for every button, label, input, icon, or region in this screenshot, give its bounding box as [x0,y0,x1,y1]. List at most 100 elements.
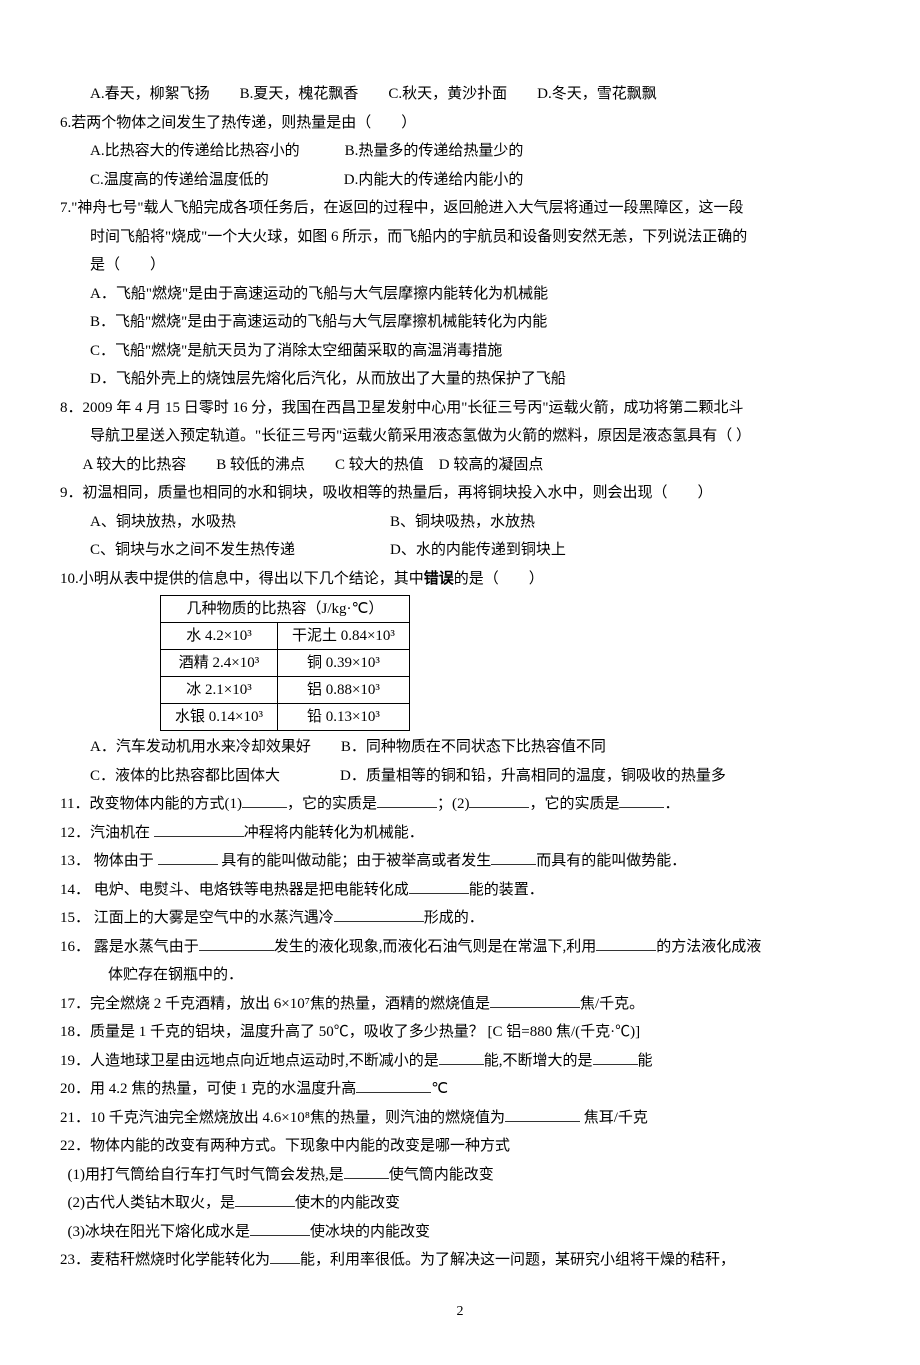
q7-opt-b: B．飞船"燃烧"是由于高速运动的飞船与大气层摩擦机械能转化为内能 [60,308,860,337]
q22-c-blank[interactable] [250,1219,310,1236]
table-r4c1: 水银 0.14×10³ [161,704,278,731]
q22-a: (1)用打气筒给自行车打气时气筒会发热,是使气筒内能改变 [60,1161,860,1190]
q17-blank[interactable] [490,991,580,1008]
q22-b-post: 使木的内能改变 [295,1195,400,1211]
table-r1c1: 水 4.2×10³ [161,623,278,650]
q19-blank2[interactable] [593,1048,638,1065]
q11: 11．改变物体内能的方式(1)，它的实质是；(2)，它的实质是． [60,790,860,819]
q21: 21．10 千克汽油完全燃烧放出 4.6×10⁸焦的热量，则汽油的燃烧值为 焦耳… [60,1104,860,1133]
q21-blank[interactable] [505,1105,580,1122]
q23-blank[interactable] [270,1248,300,1265]
q20-pre: 20．用 4.2 焦的热量，可使 1 克的水温度升高 [60,1081,356,1097]
q23-pre: 23．麦秸秆燃烧时化学能转化为 [60,1252,270,1268]
q19: 19．人造地球卫星由远地点向近地点运动时,不断减小的是能,不断增大的是能 [60,1047,860,1076]
table-r3c1: 冰 2.1×10³ [161,677,278,704]
q6-opt-c: C.温度高的传递给温度低的 [90,172,269,188]
q15-blank[interactable] [334,906,424,923]
q5-opt-d: D.冬天，雪花飘飘 [537,86,657,102]
q19-blank1[interactable] [439,1048,484,1065]
q7-opt-c: C．飞船"燃烧"是航天员为了消除太空细菌采取的高温消毒措施 [60,337,860,366]
q16-mid1: 发生的液化现象,而液化石油气则是在常温下,利用 [274,939,597,955]
table-r2c1: 酒精 2.4×10³ [161,650,278,677]
q15: 15． 江面上的大雾是空气中的水蒸汽遇冷形成的． [60,904,860,933]
q11-mid2: ；(2) [437,796,470,812]
q22-b-blank[interactable] [235,1191,295,1208]
q19-pre: 19．人造地球卫星由远地点向近地点运动时,不断减小的是 [60,1053,439,1069]
q9-opt-c: C、铜块与水之间不发生热传递 [90,536,390,565]
q12-blank[interactable] [154,820,244,837]
q13-post: 而具有的能叫做势能． [536,853,686,869]
q11-blank3[interactable] [469,792,529,809]
q16-l2: 体贮存在钢瓶中的． [60,961,860,990]
q10-row2: C．液体的比热容都比固体大 D．质量相等的铜和铅，升高相同的温度，铜吸收的热量多 [60,762,860,791]
q10-stem-pre: 10.小明从表中提供的信息中，得出以下几个结论，其中 [60,571,424,587]
q9-row2: C、铜块与水之间不发生热传递D、水的内能传递到铜块上 [60,536,860,565]
q12-post: 冲程将内能转化为机械能． [244,825,424,841]
q5-opt-a: A.春天，柳絮飞扬 [90,86,210,102]
table-r4c2: 铅 0.13×10³ [277,704,409,731]
q5-opt-b: B.夏天，槐花飘香 [240,86,359,102]
q12-pre: 12．汽油机在 [60,825,154,841]
q6-opt-d: D.内能大的传递给内能小的 [344,172,524,188]
q16-blank2[interactable] [596,934,656,951]
q22-a-blank[interactable] [344,1162,389,1179]
q22-c: (3)冰块在阳光下熔化成水是使冰块的内能改变 [60,1218,860,1247]
q21-pre: 21．10 千克汽油完全燃烧放出 4.6×10⁸焦的热量，则汽油的燃烧值为 [60,1110,505,1126]
q14-blank[interactable] [409,877,469,894]
q22-c-post: 使冰块的内能改变 [310,1224,430,1240]
q18: 18．质量是 1 千克的铝块，温度升高了 50℃，吸收了多少热量？ [C 铝=8… [60,1018,860,1047]
q10-opt-a: A．汽车发动机用水来冷却效果好 [90,739,311,755]
q22-b: (2)古代人类钻木取火，是 使木的内能改变 [60,1189,860,1218]
q14: 14． 电炉、电熨斗、电烙铁等电热器是把电能转化成能的装置． [60,876,860,905]
q17: 17．完全燃烧 2 千克酒精，放出 6×10⁷焦的热量，酒精的燃烧值是焦/千克。 [60,990,860,1019]
table-title: 几种物质的比热容（J/kg·℃） [161,596,410,623]
q22-b-pre: (2)古代人类钻木取火，是 [68,1195,236,1211]
q7-opt-a: A．飞船"燃烧"是由于高速运动的飞船与大气层摩擦内能转化为机械能 [60,280,860,309]
q14-pre: 14． 电炉、电熨斗、电烙铁等电热器是把电能转化成 [60,882,409,898]
q10-opt-d: D．质量相等的铜和铅，升高相同的温度，铜吸收的热量多 [340,768,726,784]
q6-opt-a: A.比热容大的传递给比热容小的 [90,143,300,159]
q17-post: 焦/千克。 [580,996,644,1012]
q22-stem: 22．物体内能的改变有两种方式。下现象中内能的改变是哪一种方式 [60,1132,860,1161]
q16-l1: 16． 露是水蒸气由于发生的液化现象,而液化石油气则是在常温下,利用的方法液化成… [60,933,860,962]
q11-mid1: ，它的实质是 [287,796,377,812]
q10-row1: A．汽车发动机用水来冷却效果好 B．同种物质在不同状态下比热容值不同 [60,733,860,762]
table-r1c2: 干泥土 0.84×10³ [277,623,409,650]
q19-post: 能 [638,1053,653,1069]
q11-blank4[interactable] [619,792,664,809]
q10-opt-c: C．液体的比热容都比固体大 [90,768,280,784]
q23: 23．麦秸秆燃烧时化学能转化为能，利用率很低。为了解决这一问题，某研究小组将干燥… [60,1246,860,1275]
q6-row2: C.温度高的传递给温度低的 D.内能大的传递给内能小的 [60,166,860,195]
q16-post: 的方法液化成液 [656,939,761,955]
q16-blank1[interactable] [199,934,274,951]
q22-a-pre: (1)用打气筒给自行车打气时气筒会发热,是 [68,1167,344,1183]
q20: 20．用 4.2 焦的热量，可使 1 克的水温度升高 ℃ [60,1075,860,1104]
q6-stem: 6.若两个物体之间发生了热传递，则热量是由（ ） [60,109,860,138]
q11-blank2[interactable] [377,792,437,809]
q13-blank1[interactable] [158,849,218,866]
q7-stem-l2: 时间飞船将"烧成"一个大火球，如图 6 所示，而飞船内的宇航员和设备则安然无恙，… [60,223,860,252]
q5-options: A.春天，柳絮飞扬 B.夏天，槐花飘香 C.秋天，黄沙扑面 D.冬天，雪花飘飘 [60,80,860,109]
q10-stem-post: 的是（ ） [454,571,544,587]
q9-row1: A、铜块放热，水吸热B、铜块吸热，水放热 [60,508,860,537]
q9-opt-b: B、铜块吸热，水放热 [390,514,535,530]
q7-opt-d: D．飞船外壳上的烧蚀层先熔化后汽化，从而放出了大量的热保护了飞船 [60,365,860,394]
q12: 12．汽油机在 冲程将内能转化为机械能． [60,819,860,848]
q13: 13． 物体由于 具有的能叫做动能；由于被举高或者发生而具有的能叫做势能． [60,847,860,876]
q9-opt-d: D、水的内能传递到铜块上 [390,542,566,558]
q9-stem: 9．初温相同，质量也相同的水和铜块，吸收相等的热量后，再将铜块投入水中，则会出现… [60,479,860,508]
q11-pre: 11．改变物体内能的方式(1) [60,796,242,812]
q8-opts: A 较大的比热容 B 较低的沸点 C 较大的热值 D 较高的凝固点 [60,451,860,480]
q13-pre: 13． 物体由于 [60,853,158,869]
q13-blank2[interactable] [491,849,536,866]
q10-stem-bold: 错误 [424,571,454,587]
q6-opt-b: B.热量多的传递给热量少的 [345,143,524,159]
q11-mid3: ，它的实质是 [529,796,619,812]
q20-post: ℃ [431,1081,448,1097]
specific-heat-table: 几种物质的比热容（J/kg·℃） 水 4.2×10³干泥土 0.84×10³ 酒… [160,595,410,731]
q20-blank[interactable] [356,1077,431,1094]
table-r3c2: 铝 0.88×10³ [277,677,409,704]
q7-stem-l3: 是（ ） [60,251,860,280]
page-number: 2 [60,1299,860,1326]
q11-blank1[interactable] [242,792,287,809]
